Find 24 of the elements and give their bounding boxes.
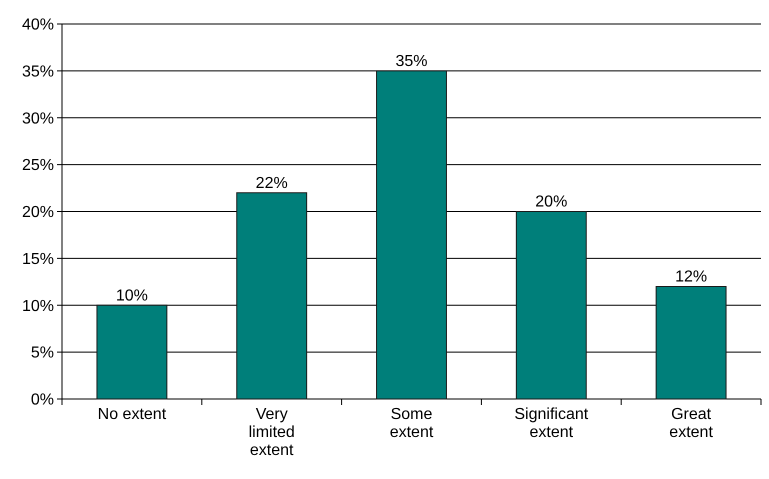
data-label: 20% xyxy=(535,194,568,210)
y-tick-label: 30% xyxy=(22,110,54,128)
x-tick-label: Some extent xyxy=(390,406,434,441)
bar xyxy=(236,192,308,400)
bar xyxy=(656,286,727,400)
bar xyxy=(96,304,168,400)
x-tick-label: No extent xyxy=(98,406,167,423)
y-tick-label: 5% xyxy=(30,344,54,362)
x-tick-label: Very limited extent xyxy=(248,406,295,459)
x-tick-label: Great extent xyxy=(669,406,714,441)
bar xyxy=(376,70,447,400)
bar xyxy=(516,211,587,400)
y-tick-label: 0% xyxy=(30,392,54,409)
data-label: 12% xyxy=(675,268,708,286)
y-tick-label: 35% xyxy=(22,63,54,80)
data-label: 22% xyxy=(256,174,288,192)
y-tick-label: 10% xyxy=(22,298,54,315)
y-tick-label: 15% xyxy=(22,250,54,268)
y-tick-label: 40% xyxy=(22,16,54,34)
y-tick-label: 25% xyxy=(22,157,54,174)
y-tick-label: 20% xyxy=(22,204,54,222)
x-tick-label: Significant extent xyxy=(514,406,589,441)
data-label: 10% xyxy=(116,287,148,304)
data-label: 35% xyxy=(395,52,428,70)
